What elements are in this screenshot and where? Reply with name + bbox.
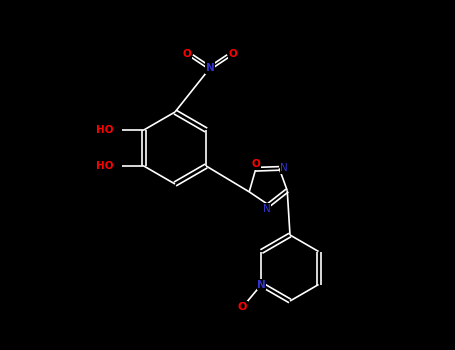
Text: O: O	[182, 49, 192, 59]
Text: O: O	[251, 159, 260, 169]
Text: O: O	[228, 49, 238, 59]
Text: O: O	[238, 301, 247, 312]
Text: N: N	[263, 204, 271, 214]
Text: N: N	[257, 280, 266, 289]
Text: N: N	[206, 63, 214, 73]
Text: N: N	[280, 163, 288, 173]
Text: HO: HO	[96, 125, 114, 135]
Text: HO: HO	[96, 161, 114, 171]
